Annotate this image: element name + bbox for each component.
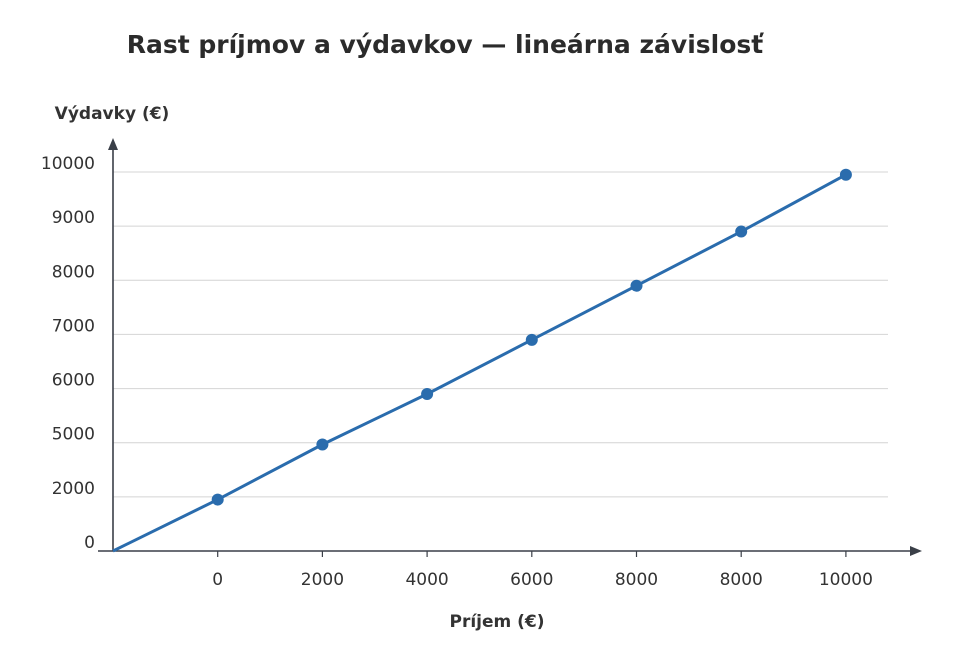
data-point	[839, 168, 852, 181]
data-point	[735, 225, 748, 238]
x-axis-arrow	[910, 546, 922, 556]
data-point	[630, 279, 643, 292]
y-axis-arrow	[108, 138, 118, 150]
data-point	[421, 387, 434, 400]
y-tick-label: 7000	[52, 316, 95, 336]
x-tick-label: 8000	[720, 570, 763, 590]
x-tick-label: 4000	[405, 570, 448, 590]
grid	[113, 171, 888, 498]
data-line	[112, 173, 847, 553]
x-axis-title: Príjem (€)	[449, 612, 544, 632]
data-point	[211, 493, 224, 506]
x-tick-label: 0	[212, 570, 223, 590]
y-tick-label: 5000	[52, 425, 95, 445]
y-tick-label: 8000	[52, 262, 95, 282]
chart-title: Rast príjmov a výdavkov — lineárna závis…	[127, 30, 765, 59]
y-tick-label: 10000	[41, 154, 95, 174]
y-tick-label: 0	[84, 533, 95, 553]
x-tick-label: 2000	[301, 570, 344, 590]
y-tick-label: 2000	[52, 479, 95, 499]
x-tick-label: 8000	[615, 570, 658, 590]
data-point	[525, 333, 538, 346]
data-point	[316, 438, 329, 451]
y-tick-label: 6000	[52, 371, 95, 391]
y-tick-label: 9000	[52, 208, 95, 228]
y-axis-title: Výdavky (€)	[55, 104, 170, 124]
x-tick-label: 10000	[819, 570, 873, 590]
x-tick-label: 6000	[510, 570, 553, 590]
plot-area	[112, 168, 852, 553]
